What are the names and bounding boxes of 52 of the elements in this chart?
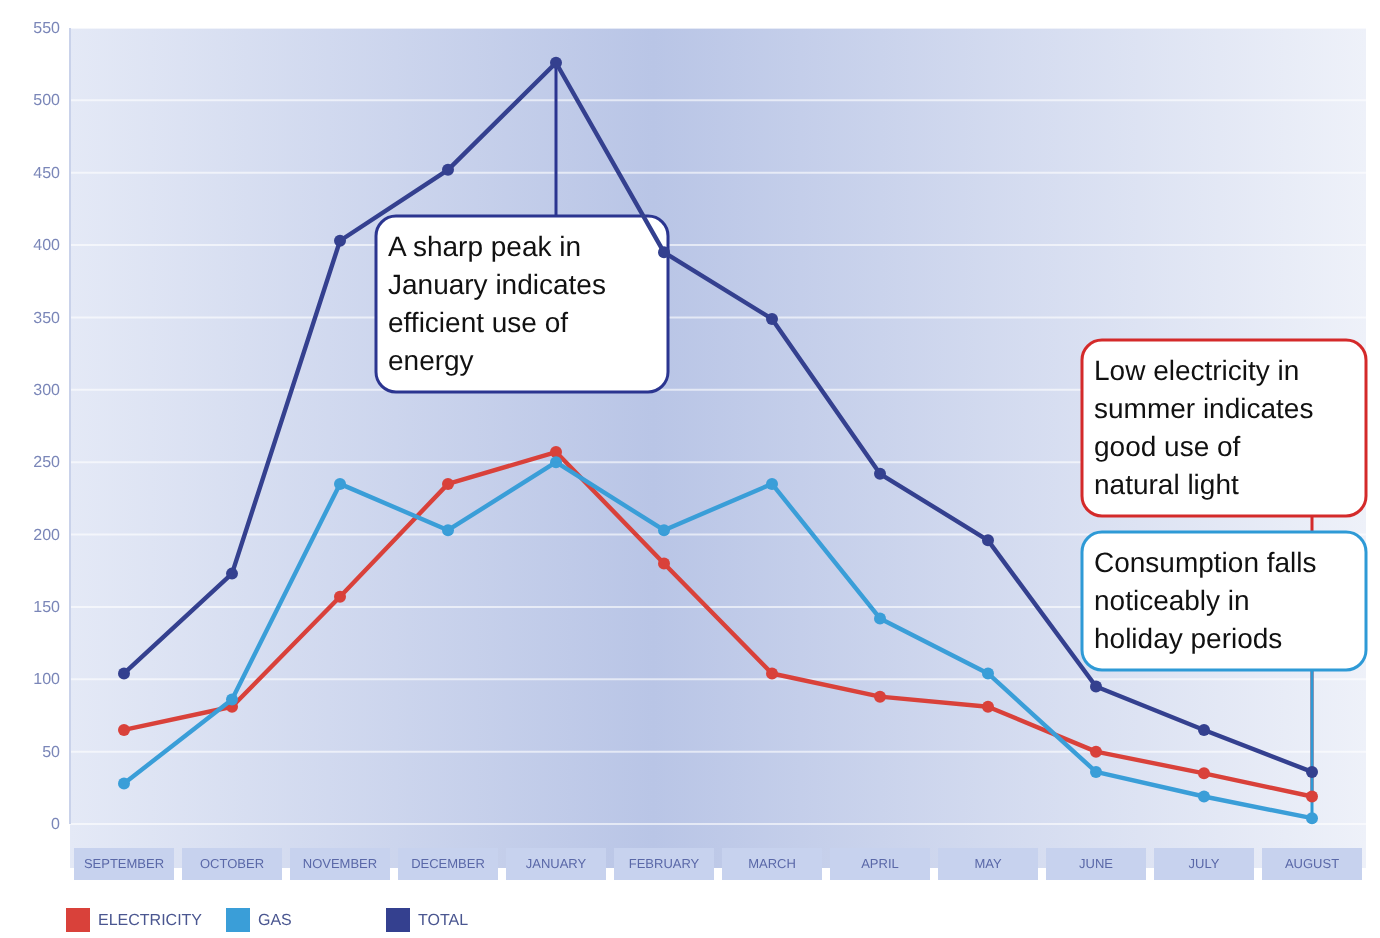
annotation: Consumption falls noticeably in holiday periods	[1094, 546, 1317, 654]
point	[118, 777, 130, 790]
point	[658, 246, 670, 259]
point	[550, 456, 562, 469]
point	[766, 667, 778, 680]
point	[550, 56, 562, 69]
point	[1090, 680, 1102, 693]
y-tick-label: 0	[51, 815, 62, 834]
point	[766, 477, 778, 490]
point	[226, 693, 238, 706]
point	[1090, 765, 1102, 778]
point	[334, 477, 346, 490]
legend-label: GAS	[258, 911, 292, 930]
point	[982, 667, 994, 680]
point	[982, 700, 994, 713]
point	[658, 524, 670, 537]
point	[118, 723, 130, 736]
point	[1306, 765, 1318, 778]
point	[334, 590, 346, 603]
point	[1306, 790, 1318, 803]
annotation: A sharp peak in January indicates efficient use of energy	[388, 230, 606, 376]
y-tick-label: 100	[33, 670, 62, 689]
point	[226, 567, 238, 580]
y-tick-label: 200	[33, 525, 62, 544]
y-tick-label: 50	[42, 742, 62, 761]
point	[442, 524, 454, 537]
y-tick-label: 250	[33, 453, 62, 472]
point	[982, 534, 994, 547]
point	[874, 467, 886, 480]
y-tick-label: 150	[33, 598, 62, 617]
y-tick-label: 400	[33, 236, 62, 255]
y-tick-label: 550	[33, 19, 62, 38]
y-tick-label: 450	[33, 163, 62, 182]
legend-label: ELECTRICITY	[98, 911, 204, 930]
point	[442, 163, 454, 176]
point	[1306, 812, 1318, 825]
point	[1198, 767, 1210, 780]
point	[874, 612, 886, 625]
y-tick-label: 300	[33, 380, 62, 399]
point	[766, 312, 778, 325]
point	[874, 690, 886, 703]
point	[658, 557, 670, 570]
annotation: Low electricity in summer indicates good use of natural light	[1094, 354, 1314, 500]
point	[1090, 745, 1102, 758]
point	[1198, 790, 1210, 803]
y-tick-label: 500	[33, 91, 62, 110]
point	[334, 234, 346, 247]
y-tick-label: 350	[33, 308, 62, 327]
point	[118, 667, 130, 680]
point	[1198, 723, 1210, 736]
point	[442, 477, 454, 490]
legend-label: TOTAL	[418, 911, 470, 930]
